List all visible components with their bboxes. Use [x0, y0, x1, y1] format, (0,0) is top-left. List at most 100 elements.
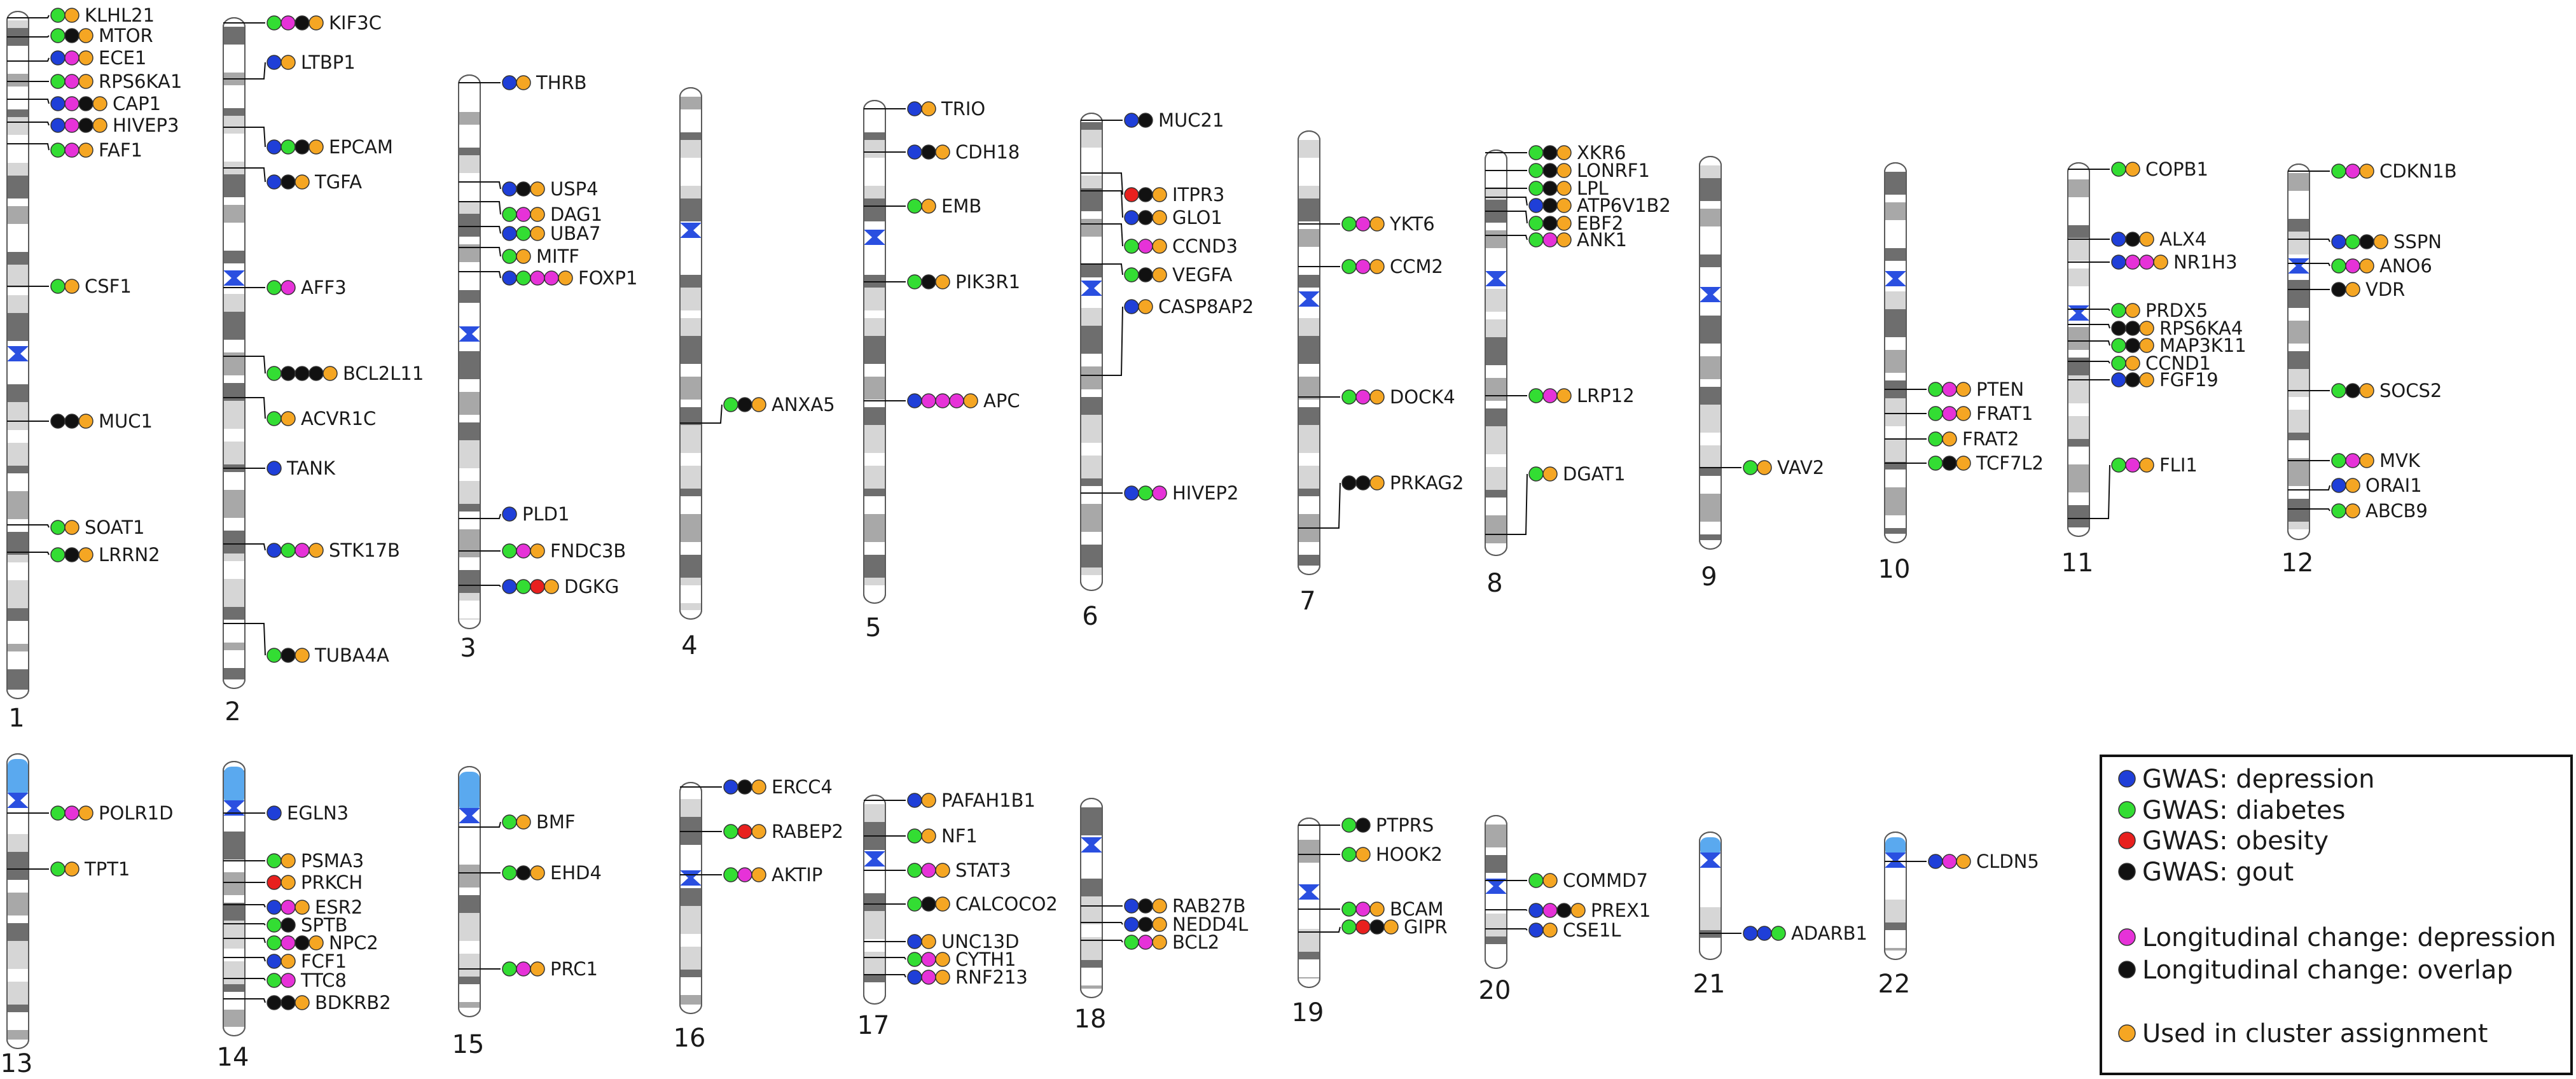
cluster-marker: [2345, 503, 2360, 519]
cluster-marker: [1556, 198, 1572, 213]
chromosome-band: [8, 384, 28, 402]
gene-vav2: VAV2: [1700, 457, 1824, 478]
chromosome-band: [1486, 936, 1506, 944]
gene-mvk: MVK: [2288, 450, 2421, 471]
long-overlap-marker: [308, 366, 324, 381]
leader-line: [245, 923, 266, 926]
chromosome-band: [1299, 489, 1319, 496]
chromosome-band: [2289, 173, 2309, 191]
chromosome-outline: [1298, 130, 1320, 575]
chromosome-number: 22: [1878, 970, 1911, 999]
chromosome-band: [864, 453, 885, 466]
long-depression-marker: [64, 50, 80, 66]
gene-label: CCND1: [2145, 352, 2211, 374]
gwas-diabetes-marker: [502, 814, 517, 830]
chromosome-band: [1081, 575, 1102, 581]
chromosome-band: [1700, 895, 1721, 907]
chromosome-band: [681, 140, 701, 158]
chromosome-band: [8, 880, 28, 893]
cluster-marker: [530, 961, 545, 977]
gene-stat3: STAT3: [864, 860, 1011, 881]
gene-socs2: SOCS2: [2288, 380, 2442, 401]
chromosome-band: [224, 579, 244, 607]
cluster-marker: [751, 779, 766, 795]
legend-label: GWAS: diabetes: [2142, 796, 2345, 825]
gene-label: FGF19: [2159, 369, 2219, 391]
leader-line: [2089, 361, 2110, 364]
chromosome-band: [2068, 416, 2089, 439]
chromosome-band: [864, 952, 885, 975]
chromosome-band: [459, 941, 480, 954]
chromosome-band: [8, 982, 28, 1005]
long-overlap-marker: [1138, 898, 1153, 914]
gwas-diabetes-marker: [1341, 818, 1357, 833]
gwas-diabetes-marker: [2345, 234, 2360, 249]
chromosome-band: [224, 872, 244, 895]
gene-label: FRAT2: [1962, 428, 2019, 450]
gene-bcl2l11: BCL2L11: [223, 356, 424, 384]
gene-label: CYTH1: [955, 949, 1016, 970]
chromosome-band: [681, 97, 701, 109]
cluster-marker: [2359, 383, 2374, 398]
gene-label: FAF1: [99, 139, 142, 161]
chromosome-band: [1486, 378, 1506, 401]
gene-label: APC: [983, 390, 1020, 412]
chromosome-band: [2068, 225, 2089, 238]
gene-usp4: USP4: [459, 178, 599, 200]
long-overlap-marker: [1542, 163, 1558, 178]
chromosome-band: [1081, 960, 1102, 968]
chromosome-band: [1081, 354, 1102, 366]
chromosome-outline: [2067, 162, 2090, 537]
gwas-depression-marker: [1928, 854, 1943, 869]
gwas-depression-marker: [502, 270, 517, 286]
gene-label: PIK3R1: [955, 271, 1020, 293]
cluster-marker: [78, 28, 93, 43]
chromosome-band: [864, 489, 885, 496]
chromosome-band: [1081, 415, 1102, 443]
gwas-diabetes-marker: [50, 805, 66, 821]
gwas-diabetes-marker: [50, 74, 66, 89]
chromosome-band: [8, 402, 28, 430]
chromosome-band: [8, 651, 28, 669]
gene-tcf7l2: TCF7L2: [1885, 452, 2044, 474]
long-depression-marker: [949, 393, 964, 408]
cluster-marker: [1556, 232, 1572, 247]
chromosome-band: [1486, 914, 1506, 936]
chromosome-band: [459, 512, 480, 529]
long-overlap-marker: [64, 547, 80, 562]
gene-label: CLDN5: [1976, 851, 2039, 872]
gene-label: CASP8AP2: [1158, 296, 1254, 317]
chromosome-band: [459, 112, 480, 125]
cluster-marker: [1942, 431, 1957, 447]
gwas-depression-marker: [1124, 210, 1139, 225]
gwas-depression-marker: [267, 174, 282, 190]
chromosome-outline: [1485, 150, 1507, 556]
legend-item-long-overlap: Longitudinal change: overlap: [2118, 956, 2513, 985]
chromosome-band: [459, 618, 480, 620]
long-depression-marker: [935, 393, 950, 408]
leader-line: [480, 201, 501, 215]
gene-prkag2: PRKAG2: [1298, 472, 1464, 529]
long-overlap-marker: [294, 139, 310, 155]
gene-map3k11: MAP3K11: [2068, 335, 2247, 356]
cluster-marker: [530, 181, 545, 197]
gene-trio: TRIO: [864, 98, 985, 120]
chromosome-number: 12: [2282, 548, 2314, 578]
cluster-marker: [935, 970, 950, 985]
gwas-diabetes-marker: [2331, 453, 2346, 468]
centromere: [864, 851, 885, 867]
leader-line: [2089, 309, 2110, 311]
chromosome-band: [864, 364, 885, 377]
gene-prdx5: PRDX5: [2068, 300, 2208, 321]
gwas-diabetes-marker: [267, 15, 282, 31]
long-depression-marker: [64, 805, 80, 821]
chromosome-band: [2289, 344, 2309, 351]
gene-label: ALX4: [2159, 228, 2206, 250]
long-overlap-marker: [280, 995, 296, 1010]
chromosome-band: [1486, 825, 1506, 847]
cluster-marker: [935, 144, 950, 160]
chromosome-band: [459, 262, 480, 290]
